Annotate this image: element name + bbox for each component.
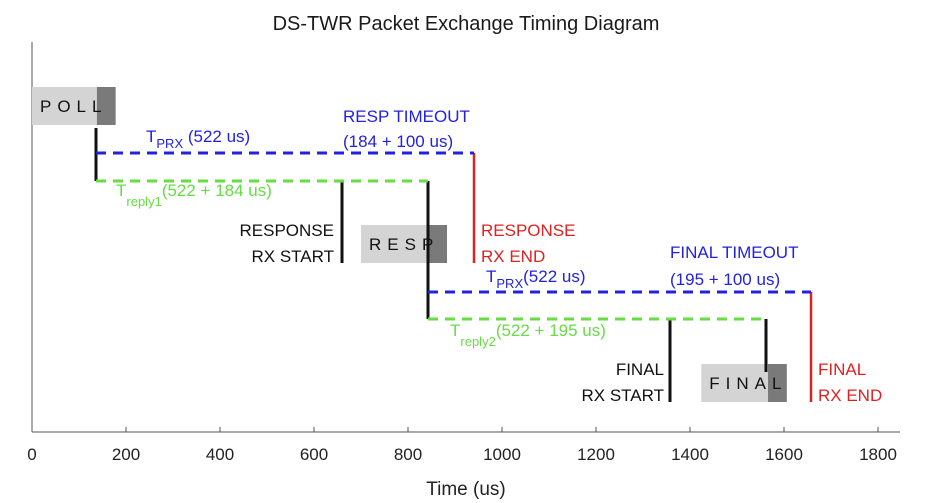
final-rx-end-label-1: FINAL [818,360,866,379]
t-prx-1-label: TPRX (522 us) [146,127,250,151]
packet-poll-tail [96,87,116,125]
packet-poll-body [32,87,97,125]
x-tick-label-0: 0 [27,445,36,464]
packets-layer: POLL RESP FINAL [32,87,787,402]
response-rx-start-label-1: RESPONSE [240,221,334,240]
x-tick-label-1400: 1400 [671,445,709,464]
x-tick-label-1000: 1000 [483,445,521,464]
diagram-title: DS-TWR Packet Exchange Timing Diagram [273,13,660,35]
t-prx-2-label: TPRX(522 us) [486,267,586,291]
x-axis-ticks: 0 200 400 600 800 1000 1200 1400 1600 1800 [27,427,897,464]
packet-poll-label: POLL [40,97,107,116]
final-rx-start-label-2: RX START [582,386,665,405]
t-reply2-label: Treply2(522 + 195 us) [450,321,606,349]
final-rx-start-label-1: FINAL [616,360,664,379]
packet-final-tail [768,364,787,402]
x-tick-label-200: 200 [112,445,140,464]
response-rx-end-label-1: RESPONSE [481,221,575,240]
packet-resp-tail [428,225,448,263]
t-reply1-label: Treply1(522 + 184 us) [116,181,272,209]
packet-poll: POLL [32,87,116,125]
x-tick-label-1600: 1600 [765,445,803,464]
response-rx-end-label-2: RX END [481,247,545,266]
resp-timeout-title: RESP TIMEOUT [343,107,470,126]
x-tick-label-400: 400 [206,445,234,464]
packet-resp-label: RESP [369,235,439,254]
resp-timeout-value: (184 + 100 us) [343,132,453,151]
x-axis-label: Time (us) [426,479,506,500]
packet-resp: RESP [361,225,448,263]
final-timeout-value: (195 + 100 us) [670,270,780,289]
final-rx-end-label-2: RX END [818,386,882,405]
x-tick-label-600: 600 [300,445,328,464]
x-tick-label-800: 800 [394,445,422,464]
packet-resp-body [361,225,429,263]
final-timeout-title: FINAL TIMEOUT [670,243,798,262]
packet-final: FINAL [701,364,787,402]
x-tick-label-1800: 1800 [859,445,897,464]
packet-final-label: FINAL [709,374,787,393]
packet-final-body [701,364,769,402]
x-tick-label-1200: 1200 [577,445,615,464]
response-rx-start-label-2: RX START [252,247,335,266]
